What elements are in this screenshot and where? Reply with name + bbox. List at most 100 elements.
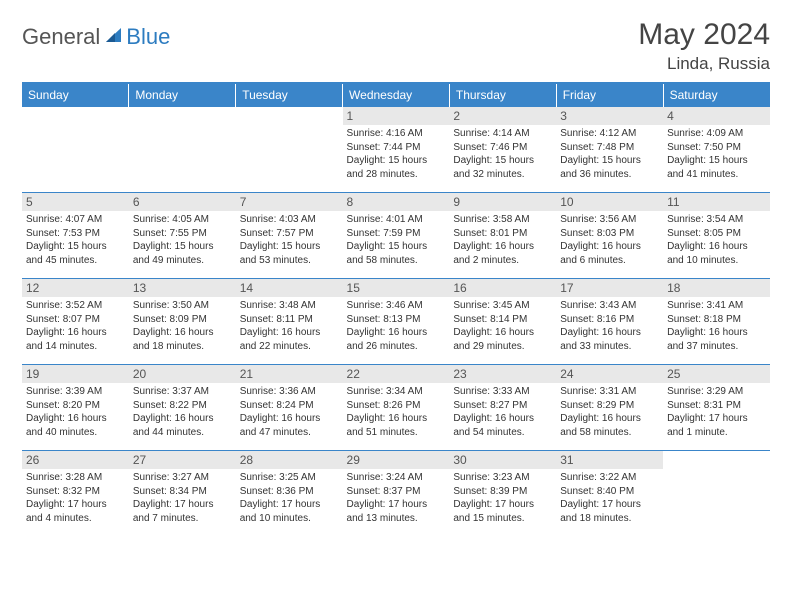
calendar-cell: 13 Sunrise: 3:50 AMSunset: 8:09 PMDayligh… (129, 279, 236, 365)
calendar-cell: 18 Sunrise: 3:41 AMSunset: 8:18 PMDayligh… (663, 279, 770, 365)
day-number: 17 (556, 279, 663, 297)
day-detail: Sunrise: 3:34 AMSunset: 8:26 PMDaylight:… (347, 385, 446, 439)
calendar-cell: 15 Sunrise: 3:46 AMSunset: 8:13 PMDayligh… (343, 279, 450, 365)
day-number: 22 (343, 365, 450, 383)
day-detail: Sunrise: 3:39 AMSunset: 8:20 PMDaylight:… (26, 385, 125, 439)
day-number: 21 (236, 365, 343, 383)
calendar-cell: 10 Sunrise: 3:56 AMSunset: 8:03 PMDayligh… (556, 193, 663, 279)
header: General Blue May 2024 Linda, Russia (22, 18, 770, 74)
day-detail: Sunrise: 3:58 AMSunset: 8:01 PMDaylight:… (453, 213, 552, 267)
calendar-cell (22, 107, 129, 193)
day-number: 27 (129, 451, 236, 469)
day-detail: Sunrise: 4:14 AMSunset: 7:46 PMDaylight:… (453, 127, 552, 181)
day-number: 29 (343, 451, 450, 469)
day-number: 15 (343, 279, 450, 297)
day-detail: Sunrise: 3:23 AMSunset: 8:39 PMDaylight:… (453, 471, 552, 525)
day-detail: Sunrise: 3:45 AMSunset: 8:14 PMDaylight:… (453, 299, 552, 353)
calendar-cell: 14 Sunrise: 3:48 AMSunset: 8:11 PMDayligh… (236, 279, 343, 365)
day-number: 13 (129, 279, 236, 297)
calendar-cell: 26 Sunrise: 3:28 AMSunset: 8:32 PMDayligh… (22, 451, 129, 537)
day-number: 28 (236, 451, 343, 469)
brand-sail-icon (104, 25, 124, 50)
day-number: 11 (663, 193, 770, 211)
day-detail: Sunrise: 3:29 AMSunset: 8:31 PMDaylight:… (667, 385, 766, 439)
day-detail: Sunrise: 3:33 AMSunset: 8:27 PMDaylight:… (453, 385, 552, 439)
day-detail: Sunrise: 3:56 AMSunset: 8:03 PMDaylight:… (560, 213, 659, 267)
calendar-cell: 28 Sunrise: 3:25 AMSunset: 8:36 PMDayligh… (236, 451, 343, 537)
brand-text-2: Blue (126, 24, 170, 50)
weekday-header: Friday (556, 84, 663, 107)
calendar-cell: 5Sunrise: 4:07 AMSunset: 7:53 PMDaylight… (22, 193, 129, 279)
day-number: 31 (556, 451, 663, 469)
day-number: 24 (556, 365, 663, 383)
day-number: 8 (343, 193, 450, 211)
day-detail: Sunrise: 4:03 AMSunset: 7:57 PMDaylight:… (240, 213, 339, 267)
day-detail: Sunrise: 3:27 AMSunset: 8:34 PMDaylight:… (133, 471, 232, 525)
day-detail: Sunrise: 4:09 AMSunset: 7:50 PMDaylight:… (667, 127, 766, 181)
day-detail: Sunrise: 4:12 AMSunset: 7:48 PMDaylight:… (560, 127, 659, 181)
day-detail: Sunrise: 3:37 AMSunset: 8:22 PMDaylight:… (133, 385, 232, 439)
day-number: 3 (556, 107, 663, 125)
day-detail: Sunrise: 3:54 AMSunset: 8:05 PMDaylight:… (667, 213, 766, 267)
calendar-cell: 21 Sunrise: 3:36 AMSunset: 8:24 PMDayligh… (236, 365, 343, 451)
location-label: Linda, Russia (638, 54, 770, 74)
day-detail: Sunrise: 3:36 AMSunset: 8:24 PMDaylight:… (240, 385, 339, 439)
day-number: 26 (22, 451, 129, 469)
calendar-cell: 2Sunrise: 4:14 AMSunset: 7:46 PMDaylight… (449, 107, 556, 193)
calendar-cell: 1 Sunrise: 4:16 AMSunset: 7:44 PMDaylight… (343, 107, 450, 193)
day-detail: Sunrise: 3:22 AMSunset: 8:40 PMDaylight:… (560, 471, 659, 525)
calendar-cell: 30 Sunrise: 3:23 AMSunset: 8:39 PMDayligh… (449, 451, 556, 537)
day-number: 6 (129, 193, 236, 211)
day-number: 9 (449, 193, 556, 211)
day-detail: Sunrise: 4:16 AMSunset: 7:44 PMDaylight:… (347, 127, 446, 181)
calendar-table: SundayMondayTuesdayWednesdayThursdayFrid… (22, 84, 770, 537)
calendar-cell: 9 Sunrise: 3:58 AMSunset: 8:01 PMDaylight… (449, 193, 556, 279)
brand-text-1: General (22, 24, 100, 50)
day-number: 12 (22, 279, 129, 297)
calendar-cell (236, 107, 343, 193)
calendar-cell: 4Sunrise: 4:09 AMSunset: 7:50 PMDaylight… (663, 107, 770, 193)
calendar-cell (663, 451, 770, 537)
calendar-cell: 16Sunrise: 3:45 AMSunset: 8:14 PMDayligh… (449, 279, 556, 365)
brand-logo: General Blue (22, 18, 170, 50)
month-title: May 2024 (638, 18, 770, 52)
calendar-cell: 25 Sunrise: 3:29 AMSunset: 8:31 PMDayligh… (663, 365, 770, 451)
calendar-cell: 12 Sunrise: 3:52 AMSunset: 8:07 PMDayligh… (22, 279, 129, 365)
day-number: 19 (22, 365, 129, 383)
day-number: 5 (22, 193, 129, 211)
day-detail: Sunrise: 3:28 AMSunset: 8:32 PMDaylight:… (26, 471, 125, 525)
day-detail: Sunrise: 3:41 AMSunset: 8:18 PMDaylight:… (667, 299, 766, 353)
day-detail: Sunrise: 3:52 AMSunset: 8:07 PMDaylight:… (26, 299, 125, 353)
day-detail: Sunrise: 4:05 AMSunset: 7:55 PMDaylight:… (133, 213, 232, 267)
calendar-cell: 24 Sunrise: 3:31 AMSunset: 8:29 PMDayligh… (556, 365, 663, 451)
calendar-cell: 23 Sunrise: 3:33 AMSunset: 8:27 PMDayligh… (449, 365, 556, 451)
calendar-cell: 20Sunrise: 3:37 AMSunset: 8:22 PMDayligh… (129, 365, 236, 451)
day-detail: Sunrise: 3:43 AMSunset: 8:16 PMDaylight:… (560, 299, 659, 353)
day-number: 14 (236, 279, 343, 297)
day-detail: Sunrise: 4:01 AMSunset: 7:59 PMDaylight:… (347, 213, 446, 267)
day-number: 23 (449, 365, 556, 383)
calendar-cell: 29 Sunrise: 3:24 AMSunset: 8:37 PMDayligh… (343, 451, 450, 537)
calendar-cell: 19 Sunrise: 3:39 AMSunset: 8:20 PMDayligh… (22, 365, 129, 451)
calendar-cell: 6 Sunrise: 4:05 AMSunset: 7:55 PMDaylight… (129, 193, 236, 279)
weekday-header: Wednesday (343, 84, 450, 107)
day-number: 10 (556, 193, 663, 211)
calendar-cell: 3 Sunrise: 4:12 AMSunset: 7:48 PMDaylight… (556, 107, 663, 193)
day-number: 1 (343, 107, 450, 125)
day-detail: Sunrise: 3:24 AMSunset: 8:37 PMDaylight:… (347, 471, 446, 525)
day-detail: Sunrise: 3:25 AMSunset: 8:36 PMDaylight:… (240, 471, 339, 525)
weekday-header: Saturday (663, 84, 770, 107)
calendar-cell: 11 Sunrise: 3:54 AMSunset: 8:05 PMDayligh… (663, 193, 770, 279)
calendar-cell: 27 Sunrise: 3:27 AMSunset: 8:34 PMDayligh… (129, 451, 236, 537)
calendar-cell: 22 Sunrise: 3:34 AMSunset: 8:26 PMDayligh… (343, 365, 450, 451)
day-number: 25 (663, 365, 770, 383)
day-number: 18 (663, 279, 770, 297)
day-number: 30 (449, 451, 556, 469)
weekday-header: Sunday (22, 84, 129, 107)
day-detail: Sunrise: 3:48 AMSunset: 8:11 PMDaylight:… (240, 299, 339, 353)
day-detail: Sunrise: 3:31 AMSunset: 8:29 PMDaylight:… (560, 385, 659, 439)
calendar-cell (129, 107, 236, 193)
day-detail: Sunrise: 3:50 AMSunset: 8:09 PMDaylight:… (133, 299, 232, 353)
day-number: 7 (236, 193, 343, 211)
day-detail: Sunrise: 3:46 AMSunset: 8:13 PMDaylight:… (347, 299, 446, 353)
